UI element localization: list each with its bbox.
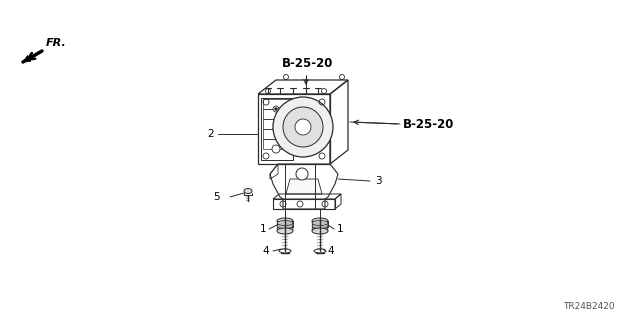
Text: 5: 5	[213, 192, 220, 202]
Ellipse shape	[312, 228, 328, 234]
Ellipse shape	[312, 218, 328, 224]
Text: 3: 3	[375, 176, 381, 186]
Ellipse shape	[279, 249, 291, 253]
Ellipse shape	[277, 226, 293, 232]
Text: B-25-20: B-25-20	[403, 117, 454, 130]
Text: 2: 2	[207, 129, 214, 139]
Text: FR.: FR.	[46, 38, 67, 48]
Circle shape	[283, 107, 323, 147]
Circle shape	[273, 126, 279, 132]
Ellipse shape	[314, 249, 326, 253]
Text: 4: 4	[262, 246, 269, 256]
Polygon shape	[286, 179, 322, 194]
Circle shape	[273, 97, 333, 157]
Polygon shape	[23, 56, 31, 62]
Circle shape	[295, 119, 311, 135]
Text: TR24B2420: TR24B2420	[563, 302, 615, 311]
Text: 4: 4	[327, 246, 333, 256]
Ellipse shape	[277, 224, 293, 228]
Text: 1: 1	[337, 224, 344, 234]
Ellipse shape	[277, 228, 293, 234]
Text: B-25-20: B-25-20	[282, 57, 333, 70]
Polygon shape	[312, 221, 328, 227]
Ellipse shape	[312, 220, 328, 226]
Text: 1: 1	[259, 224, 266, 234]
Circle shape	[296, 168, 308, 180]
Ellipse shape	[244, 189, 252, 194]
Polygon shape	[277, 221, 293, 227]
Circle shape	[273, 106, 279, 112]
Ellipse shape	[312, 224, 328, 228]
Circle shape	[272, 145, 280, 153]
Ellipse shape	[277, 220, 293, 226]
Circle shape	[275, 128, 278, 130]
Ellipse shape	[277, 218, 293, 224]
Ellipse shape	[312, 226, 328, 232]
Circle shape	[275, 108, 278, 110]
